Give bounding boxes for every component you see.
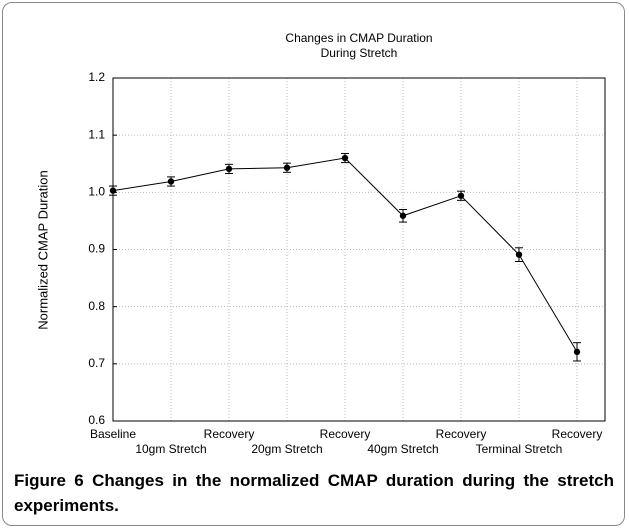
line — [112, 157, 578, 353]
y-axis-label: Normalized CMAP Duration — [35, 170, 50, 329]
point — [341, 154, 349, 162]
x-tick-label: Recovery — [320, 427, 371, 441]
y-tick-label: 0.9 — [88, 242, 105, 256]
y-tick-label: 0.8 — [88, 299, 105, 313]
x-tick-label: 40gm Stretch — [367, 442, 438, 456]
y-tick-label: 1.1 — [88, 127, 105, 141]
point — [515, 251, 523, 258]
x-tick-label: Recovery — [204, 427, 255, 441]
x-tick-label: Recovery — [552, 427, 603, 441]
x-tick-label: Recovery — [436, 427, 487, 441]
y-tick-label: 0.7 — [88, 356, 105, 370]
y-tick-label: 1.2 — [88, 70, 105, 84]
y-tick-label: 1.0 — [88, 185, 105, 199]
caption-text: Changes in the normalized CMAP duration … — [14, 471, 614, 515]
x-tick-label: 10gm Stretch — [135, 442, 206, 456]
point — [399, 212, 407, 219]
chart: Changes in CMAP Duration During Stretch … — [35, 31, 606, 456]
point — [573, 348, 581, 356]
caption: Figure 6 Changes in the normalized CMAP … — [14, 468, 614, 518]
point — [457, 192, 465, 199]
point — [109, 187, 117, 194]
point — [225, 165, 233, 173]
plot-frame — [112, 77, 606, 422]
point — [167, 178, 175, 185]
y-tick-label: 0.6 — [88, 413, 105, 427]
x-tick-label: Baseline — [90, 427, 136, 441]
chart-title: Changes in CMAP Duration — [285, 31, 432, 45]
caption-label: Figure 6 — [14, 471, 84, 490]
x-tick-label: 20gm Stretch — [251, 442, 322, 456]
chart-subtitle: During Stretch — [321, 46, 398, 60]
figure-frame — [2, 2, 625, 526]
x-tick-label: Terminal Stretch — [476, 442, 563, 456]
point — [283, 164, 291, 171]
